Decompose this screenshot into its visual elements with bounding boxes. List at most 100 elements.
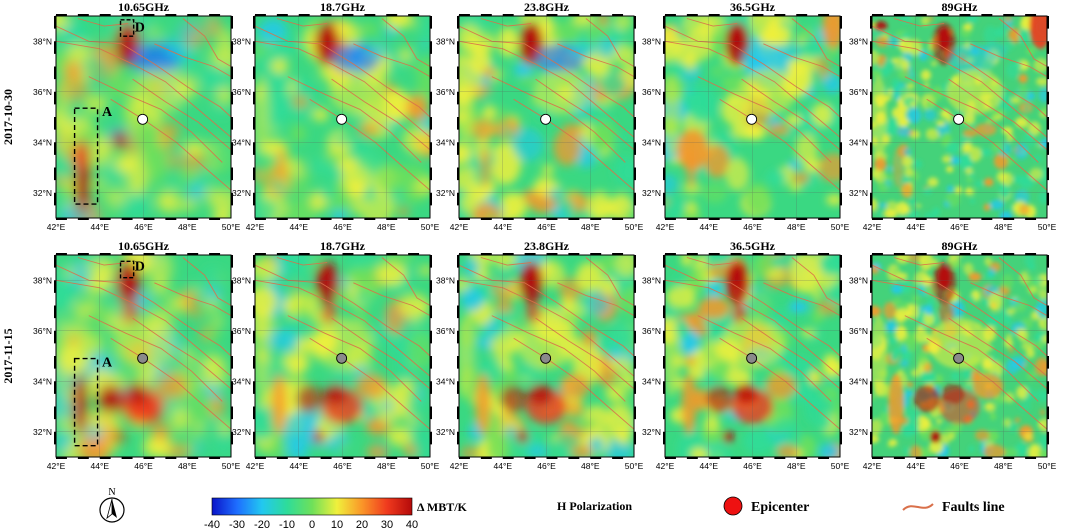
frame-tick [568,253,580,255]
frame-ticks [253,253,432,459]
region-d-box [119,19,135,37]
longitude-tick-label: 48°E [787,222,806,232]
anomaly-field [459,255,634,457]
fault-line [741,78,840,151]
frame-tick [840,255,842,268]
frame-tick [457,167,459,181]
texture-blob [1019,204,1030,216]
latitude-tick-label: 38°N [232,275,251,285]
texture-blob [255,41,268,60]
texture-blob [1014,174,1028,186]
texture-blob [896,113,907,127]
texture-blob [1023,431,1034,441]
texture-blob [1004,38,1015,51]
longitude-tick-label: 46°E [743,461,762,471]
frame-tick [663,167,665,181]
frame-tick [634,142,636,155]
anomaly-spot [355,373,387,399]
graticule [459,16,634,218]
longitude-tick-label: 42°E [656,461,675,471]
frame-tick [502,14,514,16]
anomaly-spot [974,123,997,136]
texture-blob [1008,205,1014,211]
frame-tick [568,14,580,16]
texture-blob [1040,361,1047,375]
anomaly-spot [97,385,124,413]
frame-tick [253,406,255,420]
latitude-tick-label: 36°N [33,326,52,336]
latitude-tick-label: 34°N [33,137,52,147]
frame-ticks [870,253,1049,459]
frame-tick [634,305,636,319]
frame-tick [54,117,56,130]
frame-tick [708,218,720,220]
texture-blob [919,255,933,271]
texture-blob [906,82,915,90]
frame-tick [253,16,255,29]
texture-blob [886,167,893,171]
frame-tick [56,218,67,220]
texture-blob [946,185,954,193]
longitude-tick-label: 42°E [450,222,469,232]
anomaly-spot [981,42,1008,61]
colorbar-tick-label: -40 [204,519,220,531]
frame-tick [459,218,470,220]
texture-blob [888,336,899,345]
texture-blob [998,183,1011,199]
anomaly-spot [500,385,527,413]
frame-tick [708,14,720,16]
texture-blob [684,86,713,119]
texture-blob [114,154,138,173]
frame-tick [730,457,742,459]
texture-blob [56,47,69,71]
texture-blob [926,297,936,306]
anomaly-field [872,16,1047,218]
frame-tick [364,14,376,16]
frame-tick [1047,381,1049,394]
texture-blob [268,328,300,352]
latitude-tick-label: 36°N [232,326,251,336]
fault-line [893,257,945,266]
texture-blob [974,180,984,188]
texture-blob [906,303,919,320]
frame-ticks [663,253,842,459]
anomaly-blobs [255,255,430,457]
epicenter-marker [746,352,758,364]
frame-tick [937,218,949,220]
texture-blob [766,169,787,186]
frame-tick [298,218,310,220]
latitude-tick-label: 34°N [232,376,251,386]
frame-tick [209,253,221,255]
region-a-box [73,107,99,205]
frame-tick [870,167,872,181]
texture-blob [963,23,973,31]
anomaly-field [255,255,430,457]
longitude-tick-label: 42°E [246,461,265,471]
texture-blob [989,432,998,442]
longitude-tick-label: 48°E [178,461,197,471]
frame-tick [663,406,665,420]
longitude-tick-label: 48°E [994,461,1013,471]
frame-tick [1047,117,1049,130]
texture-blob [1019,17,1032,33]
frequency-title: 36.5GHz [730,0,776,14]
texture-blob [673,274,686,288]
texture-blob [502,126,513,137]
texture-blob [1019,271,1029,284]
frame-tick [752,218,764,220]
frame-tick [663,16,665,29]
anomaly-spot [111,130,128,149]
texture-blob [613,16,633,31]
anomaly-spot [937,27,951,51]
anomaly-spot [121,27,135,51]
texture-blob [495,299,514,314]
texture-blob [961,145,971,154]
colorbar-tick-label: 40 [406,519,418,531]
frame-tick [457,330,459,344]
texture-blob [91,178,106,190]
map-panel: 42°E 44°E 46°E 48°E 50°E 32°N 34°N 36°N 38°N 18.7… [232,239,440,471]
texture-blob [65,61,82,80]
texture-blob [784,357,814,379]
texture-blob [1025,347,1035,359]
row-date-label: 2017-11-15 [1,328,15,383]
